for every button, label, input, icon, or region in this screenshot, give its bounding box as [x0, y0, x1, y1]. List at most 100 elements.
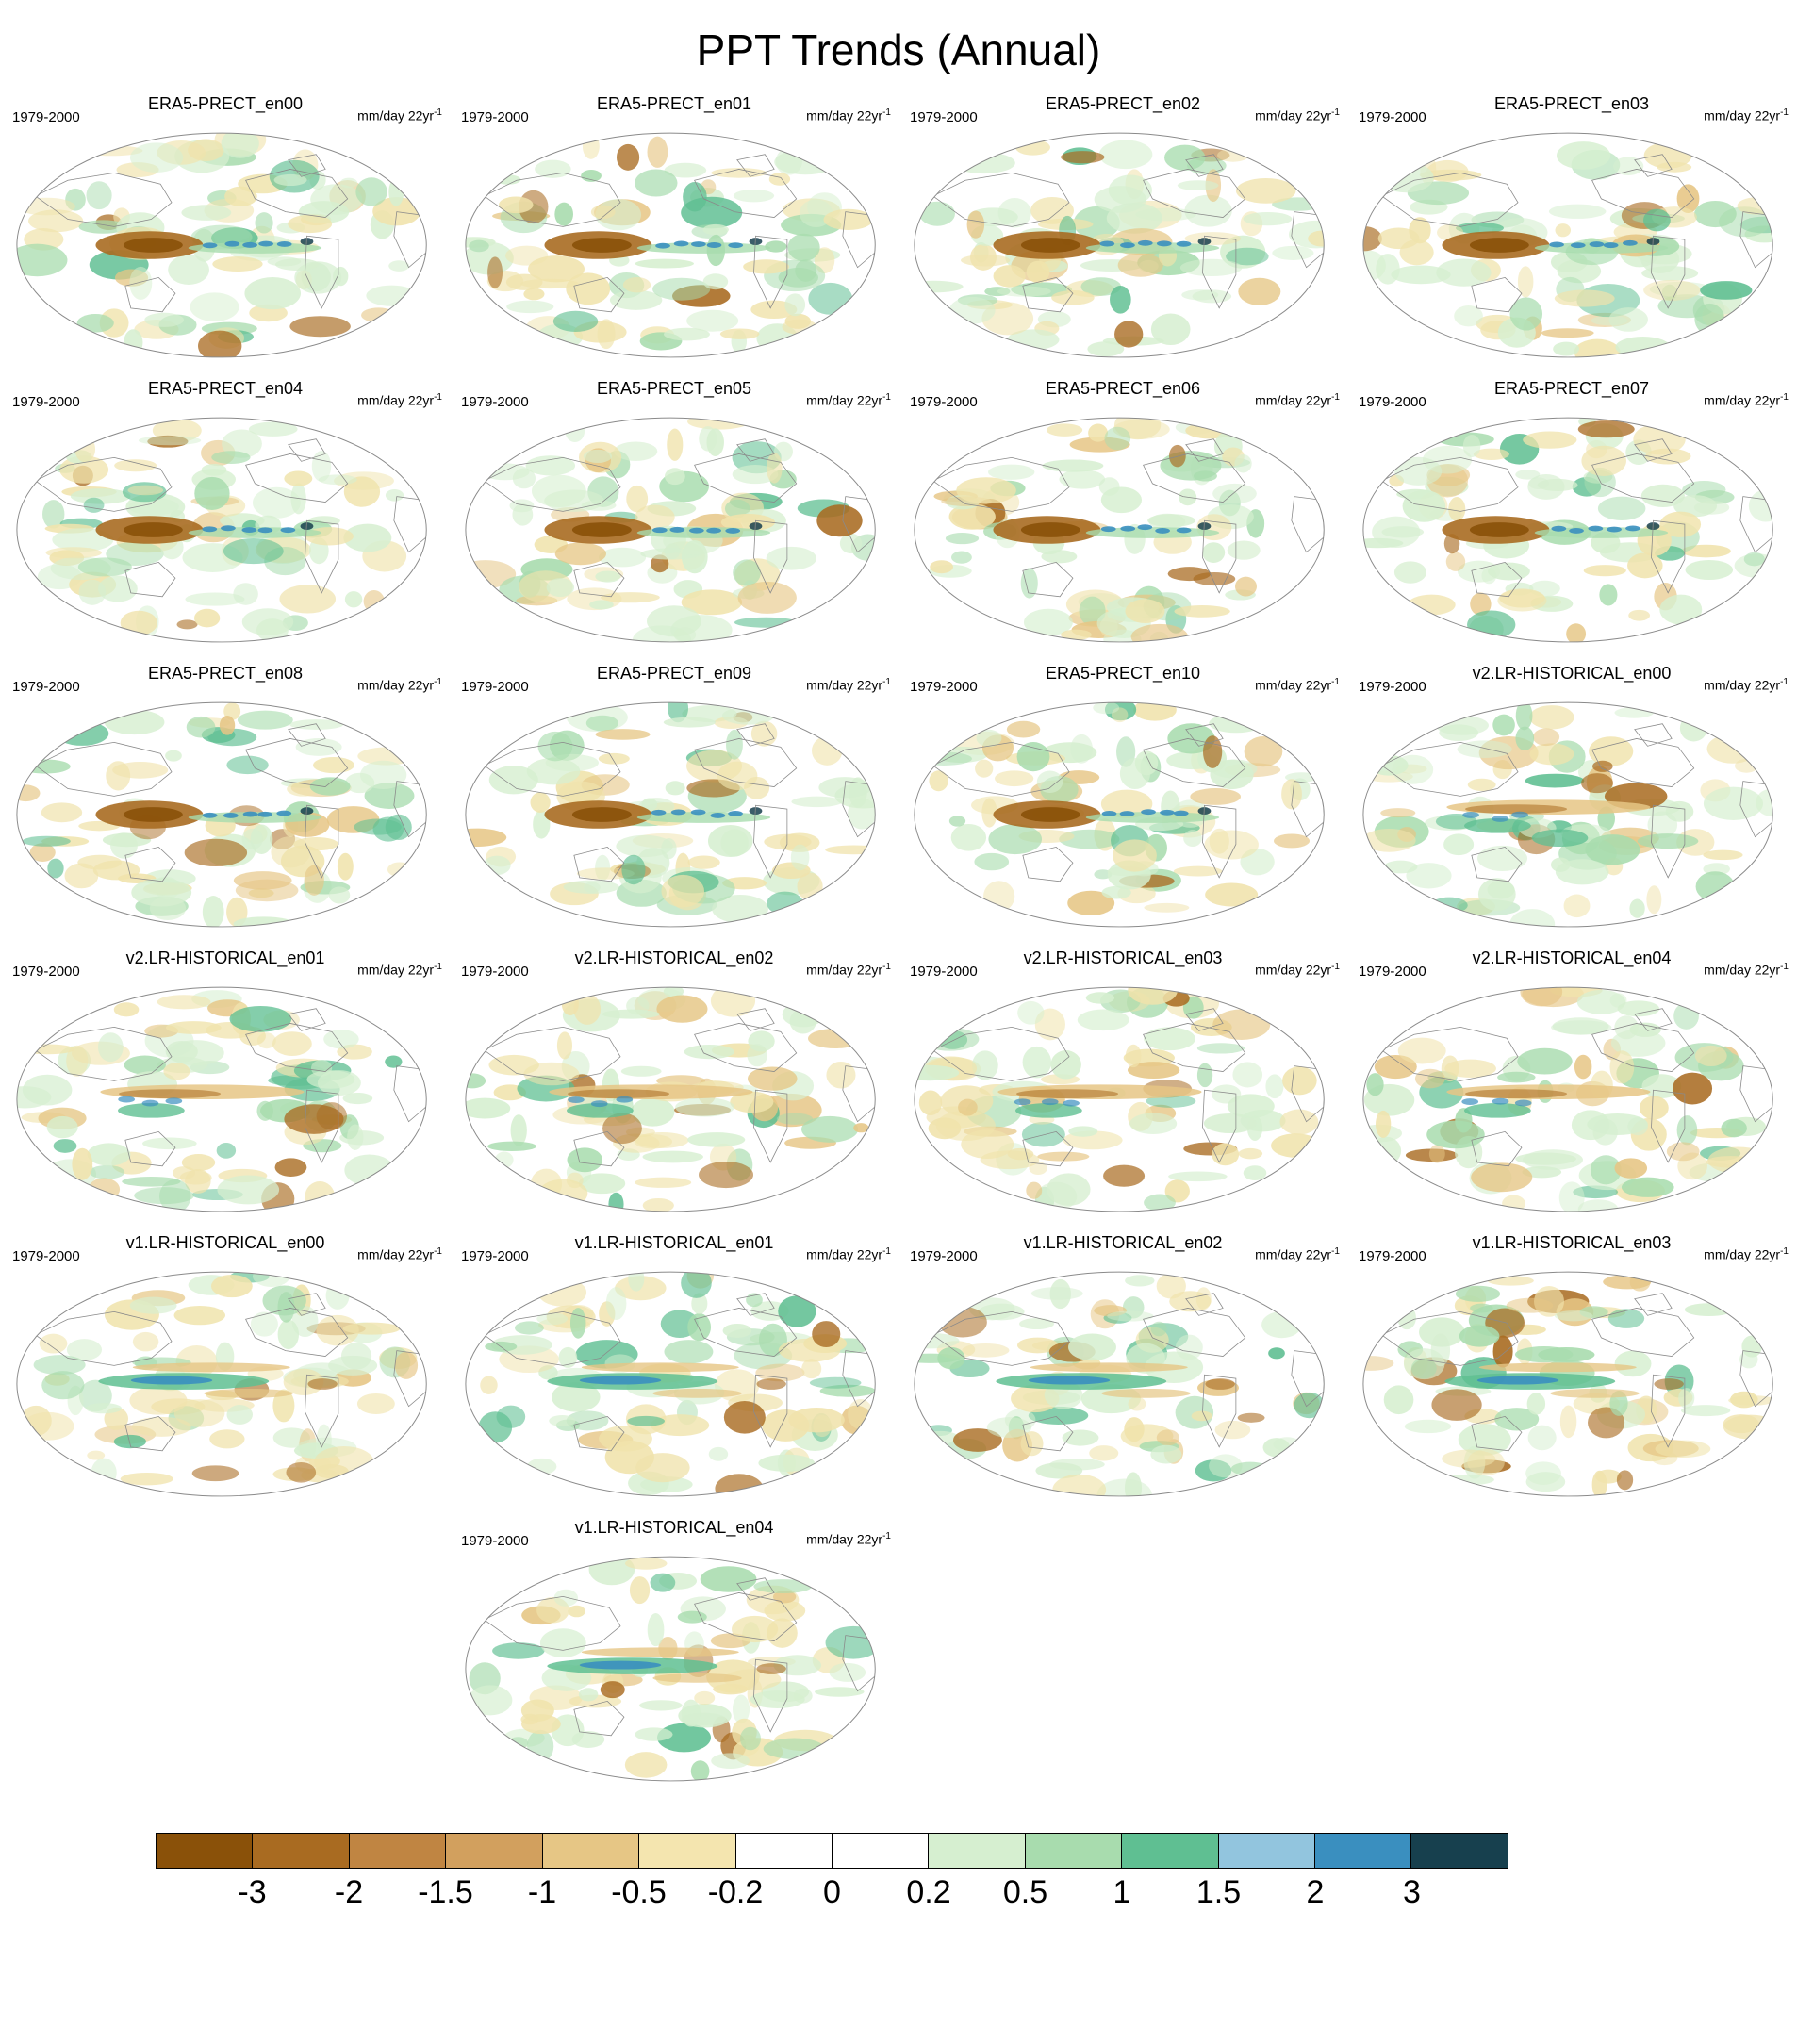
world-map [465, 986, 876, 1212]
period-label: 1979-2000 [910, 109, 978, 125]
units-label: mm/day 22yr-1 [357, 1246, 442, 1262]
colorbar-segment [929, 1834, 1026, 1868]
units-label: mm/day 22yr-1 [357, 107, 442, 124]
map-panel: 1979-2000 ERA5-PRECT_en08 mm/day 22yr-1 [1, 662, 450, 947]
units-label: mm/day 22yr-1 [1704, 677, 1789, 693]
colorbar: -3 -2 -1.5 -1 -0.5 -0.2 0 0.2 0.5 1 1.5 2 3 [156, 1833, 1508, 1916]
panel-title: v1.LR-HISTORICAL_en00 [125, 1233, 325, 1252]
panel-title: ERA5-PRECT_en01 [596, 94, 752, 113]
world-map [914, 986, 1325, 1212]
world-map [465, 132, 876, 358]
map-panel: 1979-2000 ERA5-PRECT_en01 mm/day 22yr-1 [450, 92, 898, 377]
panel-header: 1979-2000 v1.LR-HISTORICAL_en01 mm/day 22y… [450, 1231, 898, 1265]
units-text: mm/day 22yr [1704, 1246, 1781, 1262]
colorbar-tick-label: 0 [823, 1874, 841, 1910]
panel-header: 1979-2000 v2.LR-HISTORICAL_en01 mm/day 22y… [1, 947, 450, 981]
colorbar-tick-label: 1 [1113, 1874, 1131, 1910]
world-map [465, 417, 876, 643]
period-label: 1979-2000 [12, 394, 80, 410]
world-map [465, 701, 876, 928]
map-box [1359, 696, 1785, 937]
units-label: mm/day 22yr-1 [806, 107, 891, 124]
panel-header: 1979-2000 ERA5-PRECT_en04 mm/day 22yr-1 [1, 377, 450, 411]
map-panel-grid: 1979-2000 ERA5-PRECT_en00 mm/day 22yr-1 197… [0, 92, 1797, 1801]
panel-header: 1979-2000 v1.LR-HISTORICAL_en02 mm/day 22y… [898, 1231, 1347, 1265]
colorbar-tick-label: 0.2 [906, 1874, 951, 1910]
period-label: 1979-2000 [461, 109, 529, 125]
colorbar-segment [446, 1834, 543, 1868]
units-exponent: -1 [1780, 392, 1789, 403]
units-text: mm/day 22yr [806, 392, 883, 408]
map-panel: 1979-2000 ERA5-PRECT_en02 mm/day 22yr-1 [898, 92, 1347, 377]
map-box [1359, 1265, 1785, 1507]
map-panel: 1979-2000 v2.LR-HISTORICAL_en04 mm/day 22y… [1347, 947, 1796, 1231]
period-label: 1979-2000 [461, 394, 529, 410]
units-exponent: -1 [882, 677, 891, 687]
map-panel: 1979-2000 v1.LR-HISTORICAL_en00 mm/day 22y… [1, 1231, 450, 1516]
units-text: mm/day 22yr [357, 107, 435, 124]
units-text: mm/day 22yr [806, 677, 883, 693]
period-label: 1979-2000 [910, 1248, 978, 1264]
map-box [12, 981, 438, 1222]
units-exponent: -1 [1331, 962, 1340, 972]
panel-title: v2.LR-HISTORICAL_en03 [1023, 948, 1223, 967]
units-exponent: -1 [1331, 677, 1340, 687]
map-panel: 1979-2000 v1.LR-HISTORICAL_en04 mm/day 22y… [450, 1516, 898, 1801]
panel-title: ERA5-PRECT_en08 [147, 664, 304, 683]
units-text: mm/day 22yr [1255, 392, 1332, 408]
units-label: mm/day 22yr-1 [357, 392, 442, 408]
period-label: 1979-2000 [461, 1533, 529, 1549]
world-map [465, 1271, 876, 1497]
units-exponent: -1 [434, 392, 442, 403]
period-label: 1979-2000 [1359, 1248, 1426, 1264]
map-box [461, 411, 887, 652]
world-map [16, 701, 427, 928]
map-box [461, 981, 887, 1222]
panel-header: 1979-2000 v1.LR-HISTORICAL_en03 mm/day 22y… [1347, 1231, 1796, 1265]
map-panel: 1979-2000 v2.LR-HISTORICAL_en00 mm/day 22y… [1347, 662, 1796, 947]
colorbar-tick-labels: -3 -2 -1.5 -1 -0.5 -0.2 0 0.2 0.5 1 1.5 2 3 [156, 1869, 1508, 1916]
units-text: mm/day 22yr [357, 962, 435, 978]
world-map [914, 1271, 1325, 1497]
colorbar-tick-label: -0.2 [707, 1874, 764, 1910]
units-label: mm/day 22yr-1 [1704, 392, 1789, 408]
map-box [910, 1265, 1336, 1507]
period-label: 1979-2000 [1359, 679, 1426, 695]
period-label: 1979-2000 [910, 394, 978, 410]
colorbar-tick-label: -1.5 [418, 1874, 473, 1910]
period-label: 1979-2000 [12, 964, 80, 980]
units-label: mm/day 22yr-1 [806, 1246, 891, 1262]
panel-title: ERA5-PRECT_en09 [596, 664, 752, 683]
colorbar-segment [639, 1834, 736, 1868]
units-text: mm/day 22yr [806, 1531, 883, 1547]
period-label: 1979-2000 [12, 109, 80, 125]
period-label: 1979-2000 [910, 964, 978, 980]
panel-header: 1979-2000 ERA5-PRECT_en03 mm/day 22yr-1 [1347, 92, 1796, 126]
units-text: mm/day 22yr [806, 1246, 883, 1262]
panel-title: v2.LR-HISTORICAL_en02 [574, 948, 774, 967]
units-exponent: -1 [1780, 677, 1789, 687]
units-text: mm/day 22yr [1704, 392, 1781, 408]
units-exponent: -1 [882, 392, 891, 403]
panel-header: 1979-2000 v2.LR-HISTORICAL_en03 mm/day 22y… [898, 947, 1347, 981]
panel-title: v2.LR-HISTORICAL_en04 [1472, 948, 1672, 967]
colorbar-segment [542, 1834, 640, 1868]
map-box [461, 126, 887, 368]
world-map [914, 701, 1325, 928]
colorbar-segment [1411, 1834, 1508, 1868]
units-label: mm/day 22yr-1 [1704, 1246, 1789, 1262]
colorbar-segment [253, 1834, 350, 1868]
colorbar-segment [735, 1834, 833, 1868]
map-box [1359, 981, 1785, 1222]
panel-header: 1979-2000 v2.LR-HISTORICAL_en00 mm/day 22y… [1347, 662, 1796, 696]
panel-title: ERA5-PRECT_en02 [1045, 94, 1201, 113]
map-box [461, 1550, 887, 1791]
units-label: mm/day 22yr-1 [1704, 962, 1789, 978]
units-label: mm/day 22yr-1 [806, 1531, 891, 1547]
units-label: mm/day 22yr-1 [1704, 107, 1789, 124]
colorbar-tick-label: -3 [238, 1874, 267, 1910]
colorbar-tick-label: 2 [1306, 1874, 1325, 1910]
panel-title: ERA5-PRECT_en07 [1493, 379, 1650, 398]
units-label: mm/day 22yr-1 [1255, 392, 1340, 408]
period-label: 1979-2000 [461, 679, 529, 695]
